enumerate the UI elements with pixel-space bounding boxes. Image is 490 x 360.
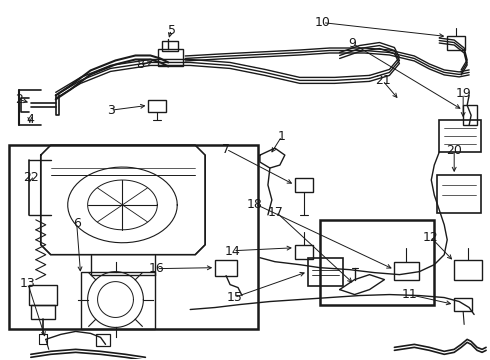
- Bar: [215, 260, 237, 276]
- Text: 1: 1: [278, 130, 286, 144]
- Bar: [394, 262, 419, 280]
- Text: 5: 5: [168, 24, 176, 37]
- Text: 3: 3: [107, 104, 115, 117]
- Bar: [162, 41, 178, 50]
- Text: 15: 15: [226, 291, 242, 304]
- Bar: [295, 178, 313, 192]
- Text: 22: 22: [24, 171, 39, 184]
- Bar: [454, 260, 482, 280]
- Bar: [454, 298, 472, 311]
- Text: 9: 9: [348, 36, 356, 50]
- Bar: [31, 305, 55, 319]
- Bar: [437, 175, 481, 213]
- Bar: [295, 245, 313, 259]
- Text: 19: 19: [456, 87, 471, 100]
- Text: 6: 6: [73, 216, 80, 230]
- Bar: [319, 220, 434, 305]
- Text: 14: 14: [225, 244, 241, 257]
- Text: 18: 18: [247, 198, 263, 211]
- Bar: [158, 49, 183, 67]
- Bar: [148, 100, 166, 112]
- Text: 12: 12: [422, 231, 439, 244]
- Text: 11: 11: [402, 288, 418, 301]
- Text: 4: 4: [26, 113, 34, 126]
- Bar: [96, 334, 110, 346]
- Text: 21: 21: [375, 74, 391, 87]
- Text: 2: 2: [16, 93, 24, 106]
- Text: 20: 20: [446, 144, 462, 157]
- Bar: [439, 120, 481, 152]
- Bar: [81, 272, 155, 329]
- Text: 13: 13: [20, 278, 36, 291]
- Bar: [463, 105, 477, 125]
- Text: 7: 7: [222, 143, 230, 156]
- Text: 16: 16: [148, 262, 164, 275]
- Bar: [29, 285, 57, 305]
- Bar: [308, 258, 343, 285]
- Bar: [9, 145, 258, 329]
- Text: 8: 8: [136, 58, 144, 71]
- Bar: [447, 36, 465, 50]
- Text: 10: 10: [315, 17, 331, 30]
- Text: 17: 17: [268, 206, 283, 219]
